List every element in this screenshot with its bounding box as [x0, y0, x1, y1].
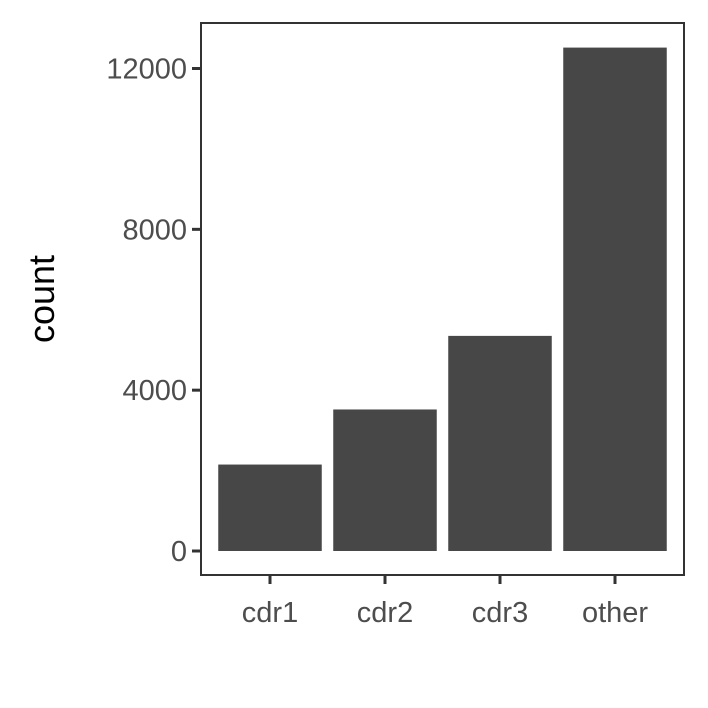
panel-border [200, 22, 685, 576]
x-tick-label-cdr2: cdr2 [357, 597, 413, 629]
bar-cdr3 [448, 335, 552, 551]
y-tick-label: 12000 [106, 54, 187, 86]
bars-layer [218, 47, 667, 552]
x-axis: cdr1 cdr2 cdr3 other [242, 575, 648, 629]
x-tick-label-cdr3: cdr3 [472, 597, 528, 629]
y-axis-title: count [21, 255, 62, 343]
x-tick-label-cdr1: cdr1 [242, 597, 298, 629]
y-tick-label: 4000 [122, 375, 187, 407]
bar-cdr1 [218, 464, 322, 551]
bar-other [563, 47, 667, 552]
y-axis: 0 4000 8000 12000 [106, 54, 201, 568]
bar-cdr2 [333, 409, 437, 551]
x-tick-label-other: other [582, 597, 648, 629]
y-tick-label: 0 [171, 536, 187, 568]
y-tick-label: 8000 [122, 214, 187, 246]
